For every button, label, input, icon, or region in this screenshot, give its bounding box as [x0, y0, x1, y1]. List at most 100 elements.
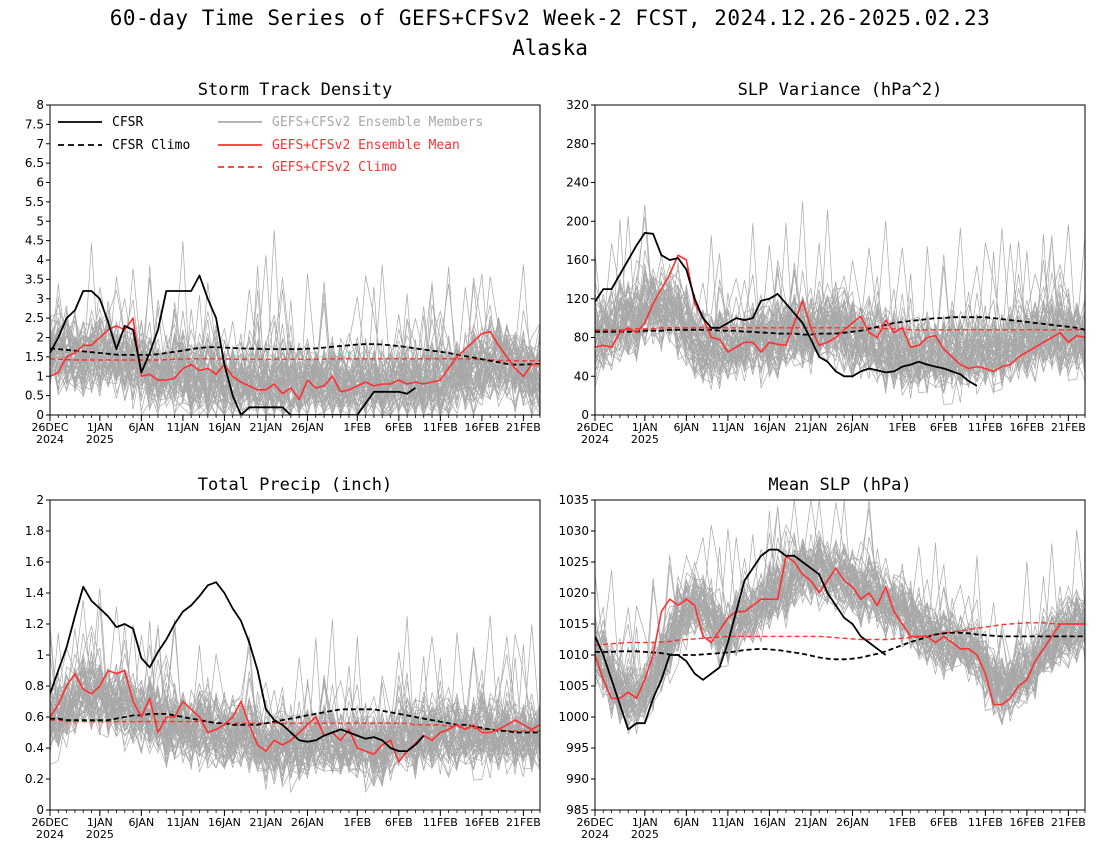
x-tick-label: 11FEB: [423, 816, 458, 829]
ensemble-member-line: [595, 287, 1085, 383]
y-tick-label: 120: [566, 292, 589, 306]
ensemble-member-line: [595, 557, 1085, 706]
figure-subtitle: Alaska: [512, 36, 588, 60]
series-cfsr: [595, 231, 978, 387]
y-tick-label: 990: [566, 772, 589, 786]
ensemble-member-line: [50, 626, 540, 794]
y-tick-label: 0: [581, 408, 589, 422]
x-tick-label: 1JAN: [87, 421, 113, 434]
y-tick-label: 985: [566, 803, 589, 817]
x-tick-label: 26DEC: [576, 816, 613, 829]
figure-title: 60-day Time Series of GEFS+CFSv2 Week-2 …: [109, 6, 991, 30]
x-tick-label: 6JAN: [128, 421, 154, 434]
x-tick-label: 21JAN: [250, 421, 283, 434]
y-tick-label: 1.8: [25, 524, 44, 538]
x-tick-label: 1FEB: [343, 421, 371, 434]
y-tick-label: 1005: [558, 679, 589, 693]
y-tick-label: 320: [566, 98, 589, 112]
series-cfsr: [50, 581, 425, 753]
x-tick-label: 1FEB: [343, 816, 371, 829]
y-tick-label: 0: [36, 803, 44, 817]
x-tick-label: 26DEC: [31, 421, 68, 434]
x-tick-label: 26JAN: [291, 421, 324, 434]
y-tick-label: 40: [574, 369, 589, 383]
x-tick-label: 16JAN: [753, 816, 786, 829]
ensemble-member-line: [50, 308, 540, 415]
ensemble-member-line: [50, 674, 540, 789]
chart-svg: Storm Track Density 0 0.5 1 1.5 2 2.5 3 3.5 4 4.5 5…: [25, 80, 541, 446]
legend-cfsr-climo-label: CFSR Climo: [112, 138, 190, 153]
x-tick-year-label: 2024: [581, 828, 609, 841]
x-tick-label: 21JAN: [795, 816, 828, 829]
ensemble-member-line: [595, 536, 1085, 714]
x-tick-label: 6FEB: [930, 816, 958, 829]
x-tick-label: 16FEB: [1009, 816, 1044, 829]
series-ens-mean: [50, 317, 540, 401]
legend-ens-mean-label: GEFS+CFSv2 Ensemble Mean: [272, 138, 460, 153]
ensemble-members: [595, 201, 1085, 405]
ensemble-members: [50, 230, 540, 415]
y-tick-label: 200: [566, 214, 589, 228]
series-gefs-climo: [595, 327, 1085, 331]
chart-storm-track-density: Storm Track Density 0 0.5 1 1.5 2 2.5 3 3.5 4 4.5 5…: [0, 70, 545, 465]
x-tick-label: 1FEB: [888, 816, 916, 829]
y-tick-label: 6: [36, 176, 44, 190]
ensemble-member-line: [595, 537, 1085, 695]
ensemble-member-line: [50, 658, 540, 776]
y-tick-label: 280: [566, 137, 589, 151]
x-tick-label: 6FEB: [385, 421, 413, 434]
y-tick-label: 1000: [558, 710, 589, 724]
ensemble-members: [50, 588, 540, 794]
ensemble-member-line: [595, 533, 1085, 723]
ensemble-member-line: [50, 264, 540, 412]
y-tick-label: 7.5: [25, 117, 44, 131]
x-tick-label: 1JAN: [632, 421, 658, 434]
chart-svg: SLP Variance (hPa^2) 0 40 80 120 160 200 240 280…: [566, 80, 1086, 446]
y-tick-label: 1: [36, 648, 44, 662]
y-tick-label: 240: [566, 176, 589, 190]
y-tick-label: 1.5: [25, 350, 44, 364]
x-tick-label: 21FEB: [1051, 816, 1086, 829]
x-tick-label: 21JAN: [795, 421, 828, 434]
ensemble-member-line: [595, 246, 1085, 382]
chart-svg: Mean SLP (hPa) 985 990 995 1000 1005 1010 1015 1…: [558, 475, 1086, 841]
series-ens-mean: [595, 555, 1085, 706]
ensemble-member-line: [595, 215, 1085, 383]
ensemble-member-line: [50, 668, 540, 771]
x-tick-label: 1JAN: [87, 816, 113, 829]
x-tick-label: 11JAN: [711, 421, 744, 434]
x-tick-label: 1FEB: [888, 421, 916, 434]
x-tick-label: 16JAN: [208, 816, 241, 829]
y-tick-label: 80: [574, 331, 589, 345]
y-tick-label: 0.8: [25, 679, 44, 693]
x-tick-label: 11FEB: [968, 421, 1003, 434]
x-tick-label: 26DEC: [31, 816, 68, 829]
x-tick-label: 6JAN: [673, 816, 699, 829]
y-tick-label: 0.4: [25, 741, 44, 755]
x-tick-label: 6JAN: [673, 421, 699, 434]
ensemble-member-line: [50, 665, 540, 770]
y-tick-label: 2: [36, 493, 44, 507]
chart-title: Mean SLP (hPa): [768, 475, 911, 495]
x-tick-label: 26JAN: [291, 816, 324, 829]
ensemble-member-line: [595, 228, 1085, 403]
ensemble-member-line: [595, 271, 1085, 386]
y-tick-label: 1035: [558, 493, 589, 507]
x-tick-label: 16FEB: [464, 421, 499, 434]
chart-legend: CFSR CFSR Climo GEFS+CFSv2 Ensemble Member…: [58, 115, 483, 175]
series-gefs-climo: [50, 358, 540, 362]
x-tick-label: 11JAN: [711, 816, 744, 829]
y-tick-label: 1.4: [25, 586, 44, 600]
series-cfsr: [595, 548, 887, 731]
x-tick-label: 21JAN: [250, 816, 283, 829]
y-tick-label: 2.5: [25, 311, 44, 325]
y-tick-label: 1015: [558, 617, 589, 631]
y-tick-label: 4: [36, 253, 44, 267]
ensemble-member-line: [595, 539, 1085, 712]
chart-total-precip: Total Precip (inch) 0 0.2 0.4 0.6 0.8 1 1.2 1.4 1…: [0, 465, 545, 860]
y-tick-label: 160: [566, 253, 589, 267]
x-tick-label: 26DEC: [576, 421, 613, 434]
series-gefs-climo: [595, 622, 1085, 646]
legend-cfsr-label: CFSR: [112, 115, 143, 130]
ensemble-member-line: [50, 664, 540, 766]
